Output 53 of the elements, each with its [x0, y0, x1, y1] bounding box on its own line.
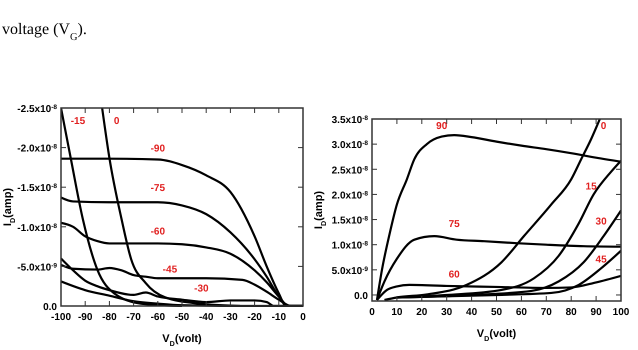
series-label: 90	[436, 121, 448, 132]
x-tick-label: -30	[223, 312, 238, 323]
x-tick-label: 10	[391, 307, 403, 318]
y-tick-label: 0.0	[43, 302, 58, 313]
series-label: 0	[114, 116, 120, 127]
y-tick-label: -1.0x10$^{-8}$	[17, 222, 58, 234]
y-tick-label: 2.0x10$^{-8}$	[332, 190, 368, 202]
y-tick-label: 2.5x10$^{-8}$	[332, 164, 368, 176]
x-tick-label: -50	[174, 312, 190, 323]
x-tick-label: 40	[466, 307, 478, 318]
series-label: -45	[162, 264, 178, 276]
series-label: 0	[600, 121, 607, 132]
x-tick-label: 90	[590, 307, 602, 318]
x-tick-label: -70	[126, 312, 142, 323]
y-tick-label: 0.0	[354, 290, 368, 302]
x-tick-label: 0	[369, 307, 376, 318]
y-tick-label: -5.0x10$^{-9}$	[17, 262, 58, 274]
x-tick-label: 100	[612, 307, 630, 318]
series-label: 45	[596, 254, 608, 266]
series-label: 30	[596, 216, 608, 228]
x-tick-label: -80	[102, 312, 118, 323]
y-tick-label: 1.5x10$^{-8}$	[332, 215, 368, 227]
y-tick-label: 3.0x10$^{-8}$	[332, 140, 368, 152]
series-label: 60	[448, 269, 460, 280]
x-tick-label: -60	[150, 312, 166, 323]
x-tick-label: 80	[566, 307, 578, 318]
x-tick-label: 50	[490, 307, 502, 318]
series-label: 15	[586, 181, 598, 192]
series-label: -15	[70, 116, 86, 127]
x-axis-title: V$_{D}$(volt)	[162, 333, 202, 348]
y-tick-label: -1.5x10$^{-8}$	[17, 182, 58, 194]
series-label: 75	[448, 219, 460, 230]
x-tick-label: -10	[272, 312, 286, 323]
y-tick-label: 1.0x10$^{-8}$	[332, 240, 368, 252]
series-label: -30	[194, 284, 210, 295]
x-tick-label: -40	[198, 312, 214, 323]
y-tick-label: 3.5x10$^{-8}$	[332, 114, 368, 126]
y-tick-label: -2.0x10$^{-8}$	[17, 143, 58, 155]
x-tick-label: 60	[516, 307, 528, 318]
series-label: -75	[150, 183, 166, 194]
x-tick-label: 70	[540, 307, 552, 318]
text: voltage (V$_{G}$).	[2, 21, 87, 42]
y-tick-label: -2.5x10$^{-8}$	[17, 104, 58, 115]
x-tick-label: -20	[247, 312, 262, 323]
series-label: -60	[150, 226, 166, 238]
x-tick-label: 30	[441, 307, 453, 318]
x-tick-label: -100	[50, 312, 72, 323]
x-tick-label: 20	[416, 307, 428, 318]
x-axis-title: V$_{D}$(volt)	[476, 328, 517, 343]
series-label: -90	[150, 144, 166, 155]
x-tick-label: 0	[300, 312, 306, 323]
x-tick-label: -90	[78, 312, 93, 323]
y-tick-label: 5.0x10$^{-9}$	[332, 265, 368, 277]
